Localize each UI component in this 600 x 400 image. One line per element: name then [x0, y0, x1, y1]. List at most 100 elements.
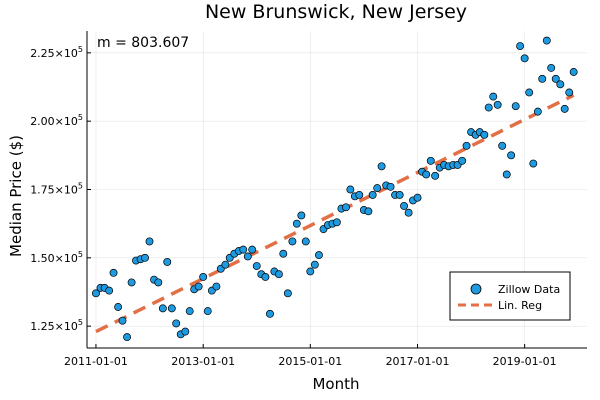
data-point-45 [292, 219, 301, 228]
data-point-8 [127, 278, 136, 287]
chart-title: New Brunswick, New Jersey [205, 1, 467, 23]
data-point-3 [105, 286, 114, 295]
data-point-38 [261, 272, 270, 281]
data-point-100 [538, 74, 547, 83]
data-point-61 [364, 207, 373, 216]
x-tick-label-3: 2017-01-01 [386, 355, 450, 368]
data-point-46 [297, 211, 306, 220]
data-point-98 [529, 159, 538, 168]
y-tick-label-1: 1.50×105 [30, 250, 83, 265]
data-point-107 [569, 68, 578, 76]
data-point-21 [185, 307, 194, 316]
data-point-5 [114, 303, 123, 311]
data-point-89 [489, 92, 498, 101]
data-point-63 [373, 184, 382, 193]
data-point-50 [315, 251, 323, 260]
scatter-points [91, 36, 578, 342]
legend: Zillow Data Lin. Reg [449, 271, 571, 321]
data-point-104 [556, 80, 565, 89]
y-tick-label-4: 2.25×105 [30, 45, 83, 60]
slope-annotation: m = 803.607 [97, 35, 189, 51]
data-point-68 [395, 191, 404, 199]
data-point-11 [141, 253, 149, 262]
data-point-27 [212, 282, 221, 291]
data-point-0 [91, 289, 100, 298]
data-point-87 [480, 130, 489, 139]
data-point-64 [377, 162, 386, 171]
data-point-88 [484, 103, 493, 112]
data-point-20 [181, 327, 190, 336]
data-point-75 [426, 156, 435, 165]
data-point-42 [279, 249, 288, 258]
data-point-59 [355, 191, 364, 199]
data-point-25 [203, 307, 212, 316]
data-point-93 [507, 151, 516, 160]
legend-marker-scatter [470, 283, 482, 295]
regression-line [95, 93, 575, 334]
y-axis-ticks: 1.25×105 1.50×105 1.75×105 2.00×105 2.25×105 [30, 45, 91, 333]
y-tick-label-0: 1.25×105 [30, 318, 83, 333]
data-point-17 [167, 304, 176, 313]
x-axis-ticks: 2011-01-01 2013-01-01 2015-01-01 2017-01-01… [64, 344, 557, 368]
x-tick-label-1: 2013-01-01 [171, 355, 235, 368]
data-point-94 [511, 102, 520, 111]
legend-label-scatter: Zillow Data [498, 283, 560, 296]
data-point-34 [243, 252, 252, 261]
data-point-41 [274, 270, 283, 279]
data-point-44 [288, 237, 297, 246]
data-point-74 [422, 170, 431, 179]
data-point-36 [252, 262, 261, 270]
data-point-24 [199, 272, 208, 281]
data-point-102 [547, 63, 556, 72]
data-point-82 [458, 156, 467, 165]
data-point-103 [551, 74, 560, 83]
data-point-95 [516, 42, 525, 50]
data-point-48 [306, 267, 315, 276]
data-point-47 [301, 237, 310, 246]
x-axis-title: Month [312, 375, 359, 393]
data-point-92 [502, 170, 511, 179]
data-point-101 [542, 36, 551, 45]
data-point-15 [158, 304, 167, 313]
data-point-29 [221, 260, 230, 269]
data-point-72 [413, 193, 422, 202]
data-point-35 [248, 245, 257, 254]
data-point-4 [109, 268, 118, 277]
data-point-54 [332, 218, 341, 227]
y-tick-label-3: 2.00×105 [30, 113, 83, 128]
data-point-69 [400, 201, 408, 210]
data-point-105 [560, 104, 569, 113]
data-point-56 [341, 203, 350, 212]
data-point-96 [520, 54, 529, 63]
data-point-83 [462, 141, 471, 150]
x-tick-label-0: 2011-01-01 [64, 355, 128, 368]
data-point-16 [163, 257, 172, 266]
data-point-66 [386, 182, 395, 191]
data-point-99 [533, 107, 542, 116]
data-point-33 [239, 245, 248, 254]
data-point-57 [346, 185, 355, 194]
legend-label-line: Lin. Reg [498, 299, 542, 312]
data-point-12 [145, 237, 154, 246]
x-tick-label-2: 2015-01-01 [278, 355, 342, 368]
data-point-91 [498, 141, 507, 150]
data-point-43 [283, 289, 292, 298]
data-point-39 [266, 309, 274, 318]
x-tick-label-4: 2019-01-01 [493, 355, 557, 368]
data-point-76 [431, 171, 440, 180]
regression-line-layer [95, 93, 575, 334]
grid [87, 31, 587, 348]
data-point-7 [123, 333, 132, 342]
y-axis-title: Median Price ($) [7, 135, 25, 257]
data-point-6 [118, 316, 127, 325]
data-point-62 [368, 191, 377, 199]
data-point-106 [565, 88, 574, 97]
data-point-14 [154, 278, 163, 287]
data-point-23 [194, 282, 203, 291]
data-point-97 [525, 88, 534, 97]
data-point-70 [404, 208, 413, 217]
legend-box [449, 271, 571, 321]
data-point-18 [172, 319, 181, 328]
y-tick-label-2: 1.75×105 [30, 182, 83, 197]
